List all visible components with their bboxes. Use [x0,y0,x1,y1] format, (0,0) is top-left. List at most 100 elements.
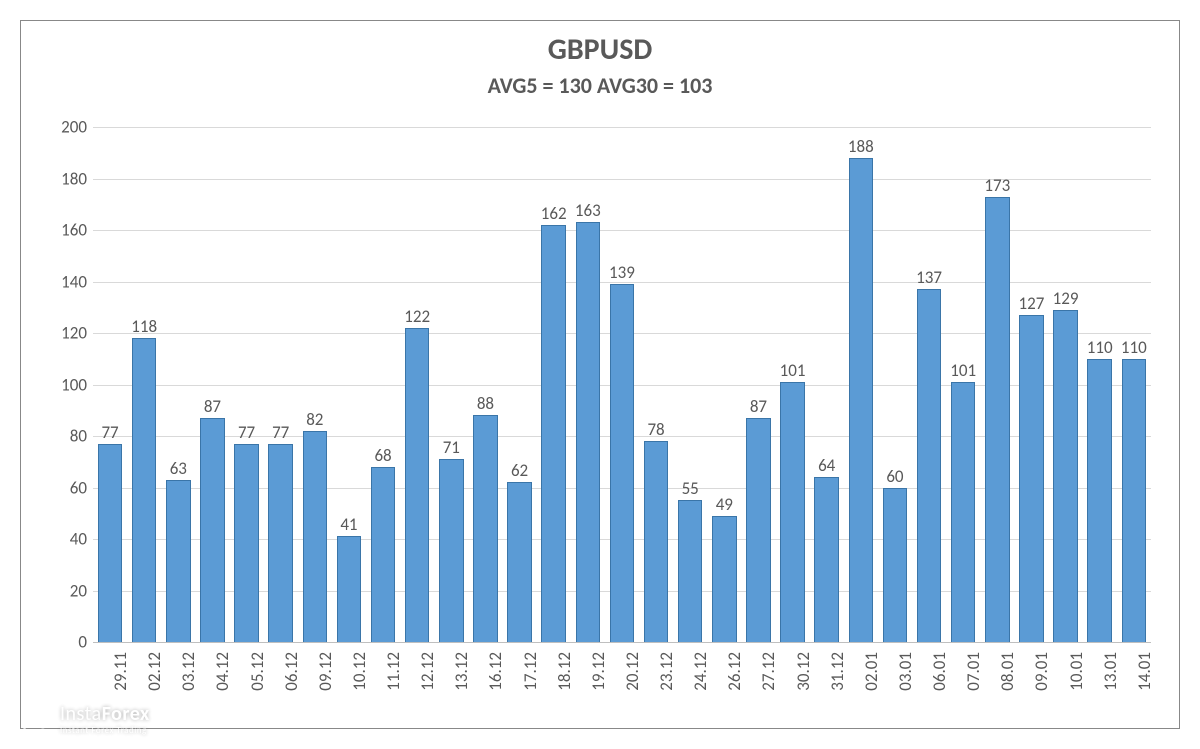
x-label-slot: 10.01 [1049,644,1083,728]
x-label-slot: 07.01 [946,644,980,728]
y-tick-label: 0 [51,632,87,653]
x-label-slot: 27.12 [741,644,775,728]
bar: 110 [1087,359,1112,642]
bar: 78 [644,441,669,642]
bar-value-label: 110 [1087,337,1113,358]
x-label-slot: 03.01 [878,644,912,728]
bar: 137 [917,289,942,642]
bar-slot: 129 [1049,127,1083,642]
y-tick-label: 160 [51,220,87,241]
bar: 101 [951,382,976,642]
x-tick-label: 14.01 [1134,652,1155,691]
x-label-slot: 19.12 [571,644,605,728]
bar-slot: 82 [298,127,332,642]
bar-value-label: 88 [477,393,494,414]
bar-value-label: 77 [238,422,255,443]
bar-value-label: 82 [306,409,323,430]
bar-value-label: 77 [101,422,118,443]
bar: 118 [132,338,157,642]
y-tick-label: 200 [51,117,87,138]
bar: 49 [712,516,737,642]
bar: 71 [439,459,464,642]
chart-subtitle: AVG5 = 130 AVG30 = 103 [21,72,1179,99]
bar-slot: 55 [673,127,707,642]
bar-slot: 87 [195,127,229,642]
x-label-slot: 17.12 [503,644,537,728]
bar: 110 [1122,359,1147,642]
chart-container: GBPUSD AVG5 = 130 AVG30 = 103 7711863877… [20,20,1180,729]
bar-slot: 118 [127,127,161,642]
bar-value-label: 137 [916,267,942,288]
x-label-slot: 10.12 [332,644,366,728]
bar-value-label: 71 [443,437,460,458]
bar-slot: 64 [810,127,844,642]
bar-value-label: 162 [541,203,567,224]
gridline [93,642,1151,643]
bar-slot: 110 [1117,127,1151,642]
bar: 162 [541,225,566,642]
bar: 88 [473,415,498,642]
bar: 77 [98,444,123,642]
bar-value-label: 64 [818,455,835,476]
bar-value-label: 87 [204,396,221,417]
x-label-slot: 06.01 [912,644,946,728]
y-tick-label: 60 [51,477,87,498]
brand-light: Insta [60,702,102,726]
brand-name: InstaForex [60,704,150,724]
bar-value-label: 139 [609,262,635,283]
bar: 64 [814,477,839,642]
bar: 63 [166,480,191,642]
bar: 101 [780,382,805,642]
x-label-slot: 06.12 [264,644,298,728]
bar-slot: 137 [912,127,946,642]
bar-slot: 77 [93,127,127,642]
bar-slot: 60 [878,127,912,642]
x-label-slot: 18.12 [537,644,571,728]
x-label-slot: 12.12 [400,644,434,728]
x-label-slot: 09.12 [298,644,332,728]
bar-slot: 101 [776,127,810,642]
bar-slot: 49 [707,127,741,642]
x-label-slot: 24.12 [673,644,707,728]
x-label-slot: 02.01 [844,644,878,728]
bar-series: 7711863877777824168122718862162163139785… [93,127,1151,642]
bar: 41 [337,536,362,642]
bar-value-label: 78 [647,419,664,440]
bar-slot: 68 [366,127,400,642]
bar-slot: 127 [1014,127,1048,642]
bar-slot: 173 [980,127,1014,642]
y-tick-label: 180 [51,168,87,189]
bar-slot: 139 [605,127,639,642]
bar: 55 [678,500,703,642]
bar: 77 [234,444,259,642]
x-label-slot: 05.12 [230,644,264,728]
y-tick-label: 120 [51,323,87,344]
brand-bold: Forex [102,702,150,726]
bar-value-label: 129 [1053,288,1079,309]
bar: 173 [985,197,1010,642]
bar-value-label: 62 [511,460,528,481]
x-axis-labels: 29.1102.1203.1204.1205.1206.1209.1210.12… [93,644,1151,728]
bar-value-label: 163 [575,200,601,221]
plot-area: 7711863877777824168122718862162163139785… [93,127,1151,642]
bar-value-label: 60 [886,466,903,487]
bar: 68 [371,467,396,642]
bar: 77 [268,444,293,642]
x-label-slot: 03.12 [161,644,195,728]
bar: 139 [610,284,635,642]
y-tick-label: 40 [51,529,87,550]
bar: 163 [576,222,601,642]
bar-slot: 110 [1083,127,1117,642]
bar-value-label: 87 [750,396,767,417]
x-label-slot: 16.12 [468,644,502,728]
bar: 129 [1053,310,1078,642]
bar-value-label: 118 [131,316,157,337]
bar-slot: 88 [468,127,502,642]
x-label-slot: 23.12 [639,644,673,728]
watermark-text: InstaForex Instant Forex Trading [60,704,150,735]
bar-slot: 162 [537,127,571,642]
y-tick-label: 20 [51,580,87,601]
bar-value-label: 77 [272,422,289,443]
bar: 82 [303,431,328,642]
x-label-slot: 26.12 [707,644,741,728]
